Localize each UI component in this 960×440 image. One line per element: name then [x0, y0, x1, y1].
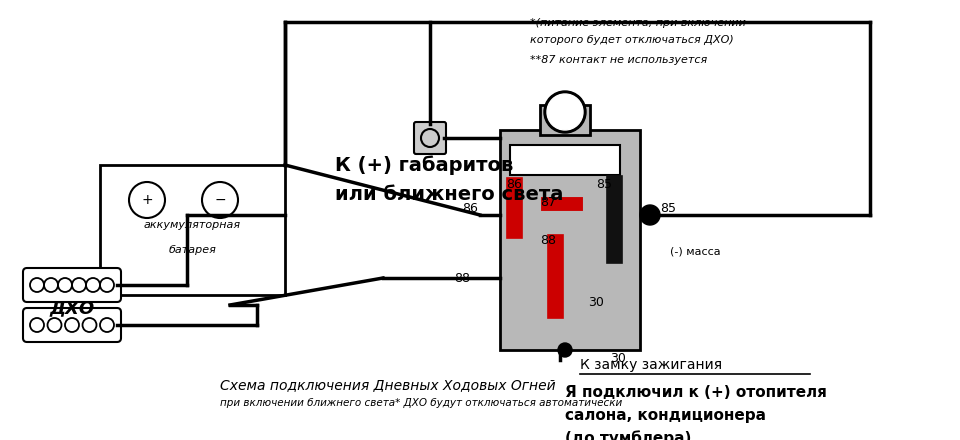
Text: которого будет отключаться ДХО): которого будет отключаться ДХО): [530, 35, 733, 45]
Text: (до тумблера): (до тумблера): [565, 430, 691, 440]
Text: при включении ближнего света* ДХО будут отключаться автоматически: при включении ближнего света* ДХО будут …: [220, 398, 622, 408]
Text: Схема подключения Дневных Ходовых Огней: Схема подключения Дневных Ходовых Огней: [220, 378, 556, 392]
Text: 87: 87: [540, 196, 556, 209]
Circle shape: [547, 94, 583, 130]
Text: батарея: батарея: [169, 245, 216, 255]
Circle shape: [640, 205, 660, 225]
Text: ДХО: ДХО: [49, 299, 95, 317]
Circle shape: [558, 343, 572, 357]
Text: К (+) габаритов: К (+) габаритов: [335, 155, 514, 175]
Text: 85: 85: [660, 202, 676, 214]
Text: или ближнего света: или ближнего света: [335, 186, 564, 205]
FancyBboxPatch shape: [23, 308, 121, 342]
Text: 88: 88: [540, 234, 556, 247]
Text: 86: 86: [506, 178, 522, 191]
Text: −: −: [214, 193, 226, 207]
Bar: [500, 130, 640, 350]
Bar: [100, 165, 285, 295]
Text: К замку зажигания: К замку зажигания: [580, 358, 722, 372]
Circle shape: [202, 182, 238, 218]
Text: 85: 85: [596, 178, 612, 191]
Bar: [510, 145, 620, 175]
Text: 30: 30: [610, 352, 626, 364]
Circle shape: [129, 182, 165, 218]
Text: **87 контакт не используется: **87 контакт не используется: [530, 55, 708, 65]
FancyBboxPatch shape: [23, 268, 121, 302]
Circle shape: [544, 91, 586, 133]
Bar: [540, 105, 590, 135]
FancyBboxPatch shape: [414, 122, 446, 154]
Text: (-) масса: (-) масса: [670, 247, 721, 257]
Text: салона, кондиционера: салона, кондиционера: [565, 408, 766, 423]
Text: Я подключил к (+) отопителя: Я подключил к (+) отопителя: [565, 385, 827, 400]
Text: аккумуляторная: аккумуляторная: [144, 220, 241, 230]
Text: 86: 86: [462, 202, 478, 214]
Text: +: +: [141, 193, 153, 207]
Text: 30: 30: [588, 296, 604, 309]
Text: *(питание элемента, при включении: *(питание элемента, при включении: [530, 18, 746, 28]
Text: 88: 88: [454, 271, 470, 285]
